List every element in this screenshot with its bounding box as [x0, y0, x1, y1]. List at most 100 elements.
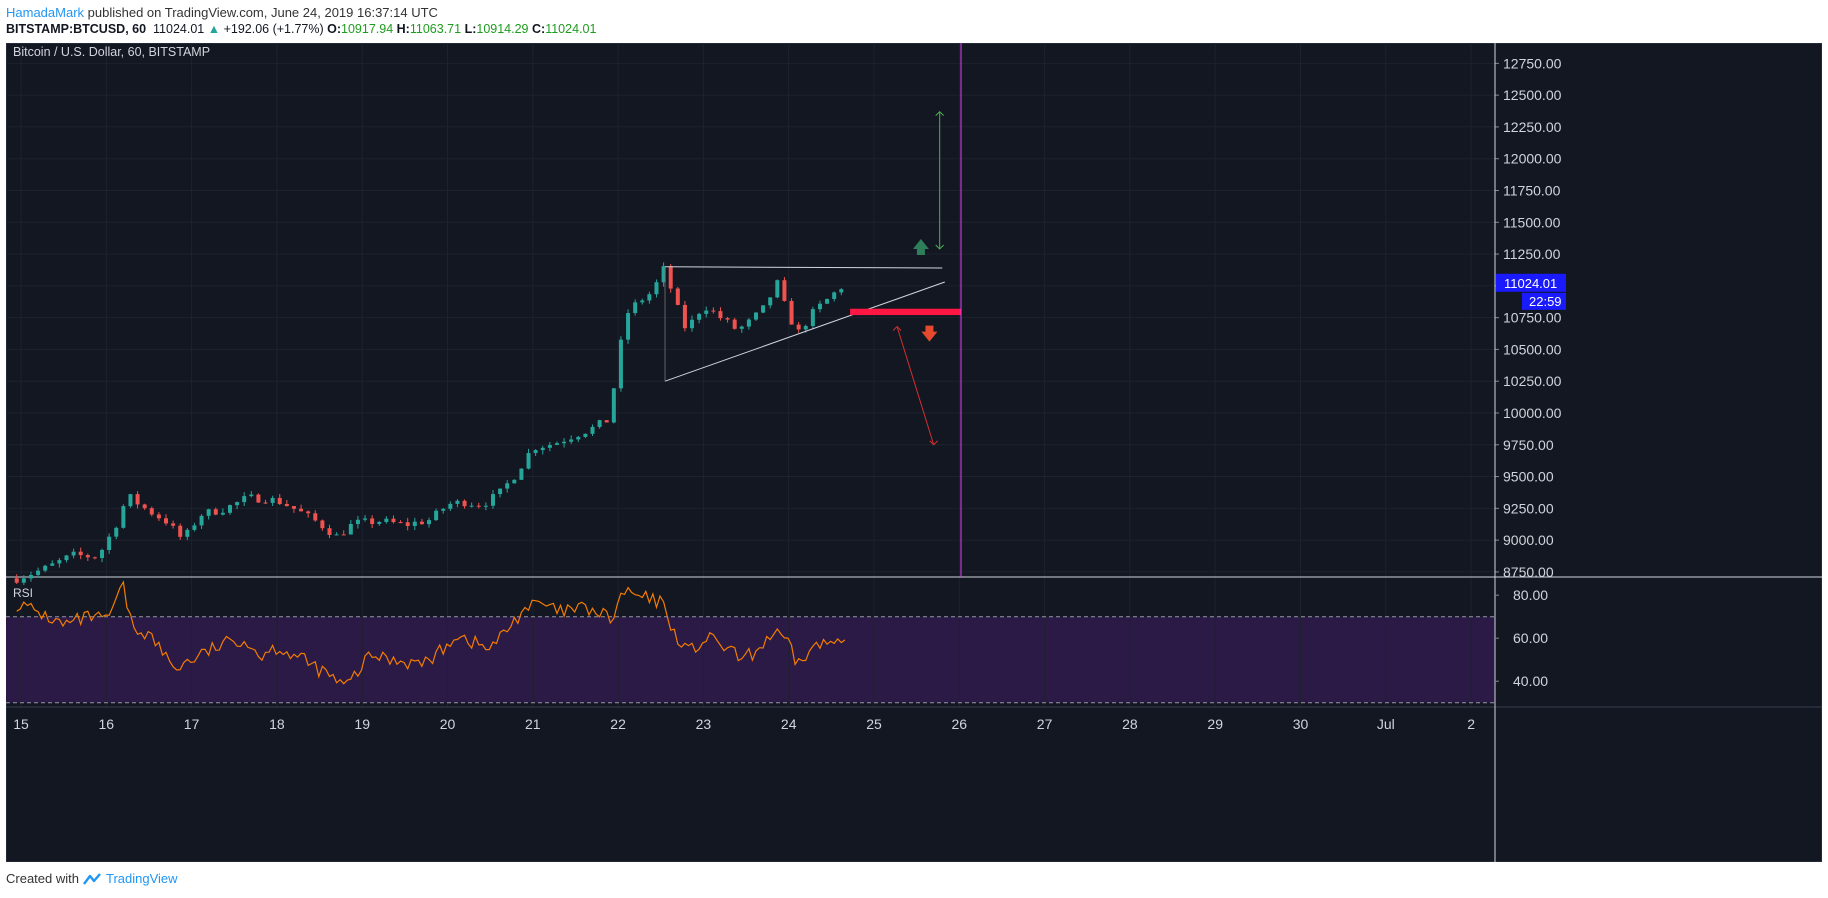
created-with-text: Created with — [6, 871, 79, 886]
candle-body — [377, 521, 382, 525]
price-change: +192.06 (+1.77%) — [223, 22, 324, 36]
bearish-target-line[interactable] — [896, 326, 935, 445]
candle-body — [490, 494, 495, 506]
candle-body — [512, 479, 517, 484]
candle-body — [164, 518, 169, 524]
time-tick-label: 21 — [525, 716, 541, 732]
countdown-tag — [1522, 292, 1566, 310]
rsi-tick-label: 60.00 — [1513, 630, 1548, 646]
candle-body — [100, 549, 105, 559]
candle-body — [675, 288, 680, 305]
candle-body — [682, 304, 687, 329]
candle-body — [725, 318, 730, 320]
candle-body — [249, 494, 254, 497]
candle-body — [334, 534, 339, 536]
candle-body — [761, 305, 766, 313]
chart-container[interactable]: 12750.00 12500.00 12250.00 12000.00 11750.00… — [6, 43, 1822, 862]
candle-body — [569, 439, 574, 442]
time-tick-label: 24 — [781, 716, 797, 732]
candle-body — [746, 319, 751, 327]
candle-body — [171, 523, 176, 526]
tradingview-brand: TradingView — [105, 871, 178, 886]
candle-body — [64, 555, 69, 561]
candle-body — [43, 565, 48, 571]
bullish-target-arrowhead — [935, 110, 945, 117]
time-tick-label: Jul — [1377, 716, 1395, 732]
support-trendline[interactable] — [664, 281, 945, 382]
candle-body — [633, 302, 638, 314]
candle-body — [107, 536, 112, 550]
candle-body — [448, 503, 453, 509]
candle-body — [832, 292, 837, 299]
candle-body — [540, 447, 545, 451]
candle-body — [412, 521, 417, 526]
last-price: 11024.01 — [153, 22, 205, 36]
candle-body — [547, 444, 552, 448]
candle-body — [199, 515, 204, 526]
candle-body — [242, 496, 247, 503]
candle-body — [384, 518, 389, 522]
candle-body — [398, 522, 403, 524]
rsi-tick-label: 40.00 — [1513, 673, 1548, 689]
candle-body — [661, 266, 666, 283]
tradingview-logo-icon — [83, 872, 101, 885]
time-tick-label: 17 — [184, 716, 200, 732]
time-tick-label: 29 — [1207, 716, 1223, 732]
candle-body — [121, 506, 126, 528]
candle-body — [149, 508, 154, 515]
publish-info: published on TradingView.com, June 24, 2… — [87, 5, 438, 20]
chart-svg[interactable]: 12750.00 12500.00 12250.00 12000.00 11750.00… — [6, 43, 1822, 862]
candle-body — [327, 528, 332, 536]
price-tick-label: 8750.00 — [1503, 564, 1554, 580]
candle-body — [803, 326, 808, 330]
candle-body — [732, 319, 737, 329]
candle-body — [277, 497, 282, 504]
candle-body — [775, 280, 780, 298]
candle-body — [597, 420, 602, 427]
candle-body — [142, 504, 147, 509]
candle-body — [57, 560, 62, 564]
time-tick-label: 19 — [354, 716, 370, 732]
resistance-trendline[interactable] — [665, 266, 943, 269]
time-tick-label: 20 — [440, 716, 456, 732]
candle-body — [213, 509, 218, 515]
candle-body — [341, 534, 346, 536]
candle-body — [562, 441, 567, 444]
low-label: L: — [464, 22, 477, 36]
candle-body — [590, 426, 595, 434]
candle-body — [36, 570, 41, 575]
ticker-symbol: BITSTAMP:BTCUSD, 60 — [6, 22, 147, 36]
candle-body — [192, 525, 197, 530]
candle-body — [739, 326, 744, 329]
short-arrow-icon[interactable] — [921, 325, 938, 342]
time-tick-label: 18 — [269, 716, 285, 732]
low-value: 10914.29 — [476, 22, 529, 36]
candle-body — [604, 420, 609, 423]
candle-body — [21, 578, 26, 583]
price-tick-label: 12750.00 — [1503, 55, 1562, 71]
candle-body — [768, 297, 773, 306]
candle-body — [391, 518, 396, 523]
candle-body — [640, 300, 645, 303]
candle-body — [306, 511, 311, 514]
candle-body — [498, 488, 503, 495]
candle-body — [355, 519, 360, 525]
publish-header: HamadaMark published on TradingView.com,… — [6, 4, 438, 21]
price-tick-label: 9500.00 — [1503, 469, 1554, 485]
candle-body — [704, 310, 709, 314]
time-tick-label: 23 — [696, 716, 712, 732]
long-arrow-icon[interactable] — [912, 238, 929, 255]
tradingview-logo-link[interactable]: TradingView — [83, 871, 178, 886]
countdown-label: 22:59 — [1529, 294, 1562, 309]
close-value: 11024.01 — [545, 22, 597, 36]
bullish-target-arrowhead — [935, 244, 945, 250]
price-tick-label: 11500.00 — [1503, 214, 1561, 230]
author-link[interactable]: HamadaMark — [6, 5, 85, 20]
candle-body — [782, 280, 787, 301]
candle-body — [78, 551, 83, 556]
price-tick-label: 12000.00 — [1503, 151, 1562, 167]
candle-body — [185, 529, 190, 537]
time-tick-label: 22 — [610, 716, 626, 732]
candle-body — [825, 298, 830, 304]
support-zone[interactable] — [850, 308, 962, 316]
